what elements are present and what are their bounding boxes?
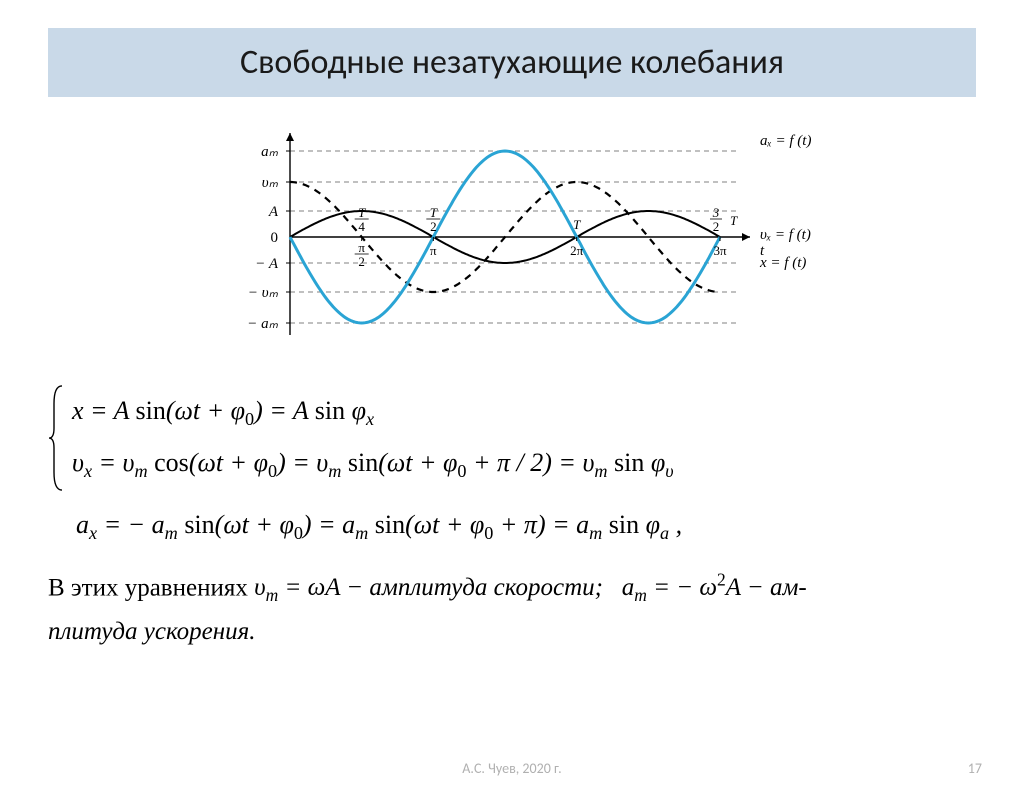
eq-x: x = A sin(ωt + φ0) = A sin φx (72, 388, 976, 436)
brace-system: x = A sin(ωt + φ0) = A sin φx υx = υm co… (48, 384, 976, 492)
svg-text:T: T (358, 205, 366, 220)
svg-text:− υₘ: − υₘ (248, 285, 279, 301)
note-line2: плитуда ускорения. (48, 618, 256, 645)
eq-v: υx = υm cos(ωt + φ0) = υm sin(ωt + φ0 + … (72, 440, 976, 488)
svg-text:aₘ: aₘ (261, 144, 279, 160)
svg-text:υₘ: υₘ (262, 175, 279, 191)
oscillation-chart: 0Aυₘaₘ− A− υₘ− aₘπ2π2π3πT4T2T32Taₓ = f (… (202, 117, 822, 362)
chart-svg: 0Aυₘaₘ− A− υₘ− aₘπ2π2π3πT4T2T32Taₓ = f (… (202, 117, 822, 357)
svg-text:π: π (358, 240, 365, 255)
eq-a: ax = − am sin(ωt + φ0) = am sin(ωt + φ0 … (76, 502, 976, 550)
note-part2: am = − ω2A − ам- (622, 574, 807, 601)
curly-brace-icon (48, 384, 66, 492)
svg-text:3π: 3π (713, 243, 727, 258)
svg-text:υₓ = f (t): υₓ = f (t) (760, 227, 811, 243)
svg-text:A: A (268, 204, 279, 220)
svg-text:2: 2 (358, 254, 365, 269)
svg-text:T: T (730, 213, 738, 228)
note-prefix: В этих уравнениях (48, 574, 254, 601)
slide-number: 17 (968, 760, 982, 777)
svg-text:2π: 2π (570, 243, 584, 258)
svg-text:x = f (t): x = f (t) (759, 255, 806, 271)
svg-text:0: 0 (271, 230, 279, 246)
slide-title: Свободные незатухающие колебания (48, 28, 976, 97)
svg-text:T: T (573, 217, 581, 232)
svg-text:3: 3 (712, 205, 720, 220)
amplitude-note: В этих уравнениях υm = ωA − амплитуда ск… (48, 566, 976, 654)
svg-text:− aₘ: − aₘ (247, 316, 278, 332)
note-part1: υm = ωA − амплитуда скорости; (254, 574, 603, 601)
equations-block: x = A sin(ωt + φ0) = A sin φx υx = υm co… (48, 384, 976, 550)
svg-text:T: T (430, 205, 438, 220)
footer-author: А.С. Чуев, 2020 г. (0, 760, 1024, 777)
svg-text:4: 4 (358, 219, 365, 234)
svg-text:2: 2 (430, 219, 437, 234)
svg-text:aₓ = f (t): aₓ = f (t) (760, 133, 811, 149)
svg-text:− A: − A (255, 256, 279, 272)
svg-text:π: π (430, 243, 437, 258)
svg-text:2: 2 (713, 219, 720, 234)
